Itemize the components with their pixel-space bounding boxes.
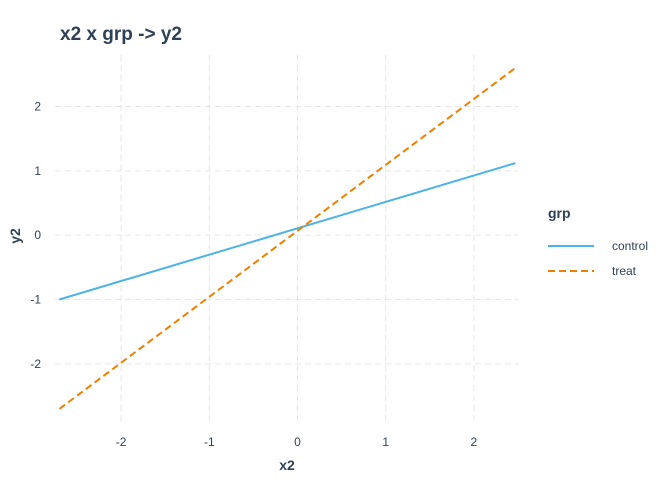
y-axis: -2 -1 0 1 2 <box>30 99 41 370</box>
y-tick-label: 2 <box>34 99 41 113</box>
legend: grp control treat <box>548 205 648 278</box>
x-tick-label: 1 <box>382 435 389 449</box>
x-axis: -2 -1 0 1 2 <box>116 435 478 449</box>
x-axis-title: x2 <box>279 457 295 473</box>
x-tick-label: -2 <box>116 435 127 449</box>
legend-label-control: control <box>612 239 648 253</box>
plot-area <box>58 67 516 410</box>
x-tick-label: 2 <box>471 435 478 449</box>
series-line-control <box>59 162 516 301</box>
legend-title: grp <box>548 205 571 221</box>
x-tick-label: -1 <box>204 435 215 449</box>
series-line-treat <box>58 67 516 410</box>
y-axis-title: y2 <box>7 228 23 244</box>
x-tick-label: 0 <box>294 435 301 449</box>
y-tick-label: -1 <box>30 293 41 307</box>
y-tick-label: 1 <box>34 164 41 178</box>
chart-title: x2 x grp -> y2 <box>60 24 182 45</box>
y-tick-label: 0 <box>34 228 41 242</box>
legend-items: control treat <box>548 239 648 278</box>
grid <box>55 55 518 425</box>
legend-label-treat: treat <box>612 264 637 278</box>
y-tick-label: -2 <box>30 357 41 371</box>
